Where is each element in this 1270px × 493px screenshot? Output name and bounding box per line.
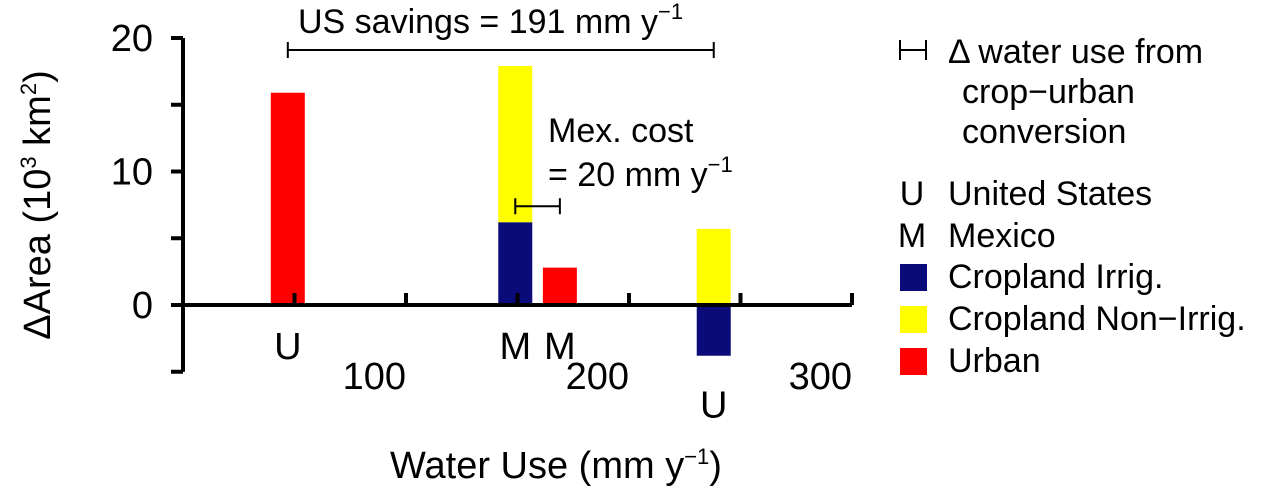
legend-country-label: United States — [948, 175, 1152, 213]
y-axis-title: ΔArea (103 km2) — [16, 70, 59, 340]
bar-3-nonirrig — [696, 228, 731, 305]
bar-1-irrig — [498, 222, 533, 305]
superscript: 3 — [16, 156, 41, 168]
legend-country-symbol: M — [898, 217, 926, 255]
superscript: −1 — [658, 0, 683, 24]
bar-3-irrig — [696, 305, 731, 356]
x-tick-label: 300 — [789, 356, 852, 398]
text-run: = 20 mm y — [548, 156, 708, 194]
legend-country-label: Mexico — [948, 217, 1056, 255]
bar-country-label: M — [499, 326, 531, 368]
bar-2-urban — [542, 267, 577, 305]
legend-series-label: Cropland Non−Irrig. — [948, 300, 1246, 338]
y-tick-label: 20 — [111, 18, 153, 60]
bar-0-urban — [270, 92, 305, 305]
mex-cost-bracket — [514, 198, 561, 215]
superscript: −1 — [708, 152, 733, 177]
legend-series-label: Urban — [948, 342, 1041, 380]
bar-country-label: U — [700, 385, 727, 427]
mex-cost-label-line2: = 20 mm y−1 — [548, 152, 733, 194]
text-run: ΔArea (10 — [17, 169, 59, 340]
legend-country-symbol: U — [900, 175, 925, 213]
superscript: 2 — [16, 83, 41, 95]
bar-1-nonirrig — [498, 66, 533, 223]
bar-country-label: U — [274, 326, 301, 368]
x-axis-title: Water Use (mm y−1) — [390, 444, 722, 487]
legend-bracket-text: conversion — [962, 113, 1126, 151]
legend-series-label: Cropland Irrig. — [948, 258, 1163, 296]
us-savings-bracket — [286, 42, 715, 59]
bar-country-label: M — [544, 326, 576, 368]
legend-bracket-text: Δ water use from — [948, 33, 1203, 71]
superscript: −1 — [684, 444, 709, 469]
text-run: ) — [709, 445, 722, 487]
mex-cost-label-line1: Mex. cost — [548, 112, 694, 150]
x-tick-label: 100 — [343, 356, 406, 398]
x-tick-label: 200 — [566, 356, 629, 398]
text-run: US savings = 191 mm y — [298, 3, 658, 41]
legend-swatch-urban — [900, 348, 927, 375]
y-tick-label: 10 — [111, 152, 153, 194]
us-savings-label: US savings = 191 mm y−1 — [298, 0, 683, 41]
text-run: ) — [17, 70, 59, 83]
text-run: km — [17, 95, 59, 156]
legend-swatch-irrig — [900, 264, 927, 291]
y-tick-label: 0 — [132, 285, 153, 327]
text-run: Water Use (mm y — [390, 445, 684, 487]
legend-swatch-nonirrig — [900, 306, 927, 333]
legend-bracket-text: crop−urban — [962, 73, 1135, 111]
